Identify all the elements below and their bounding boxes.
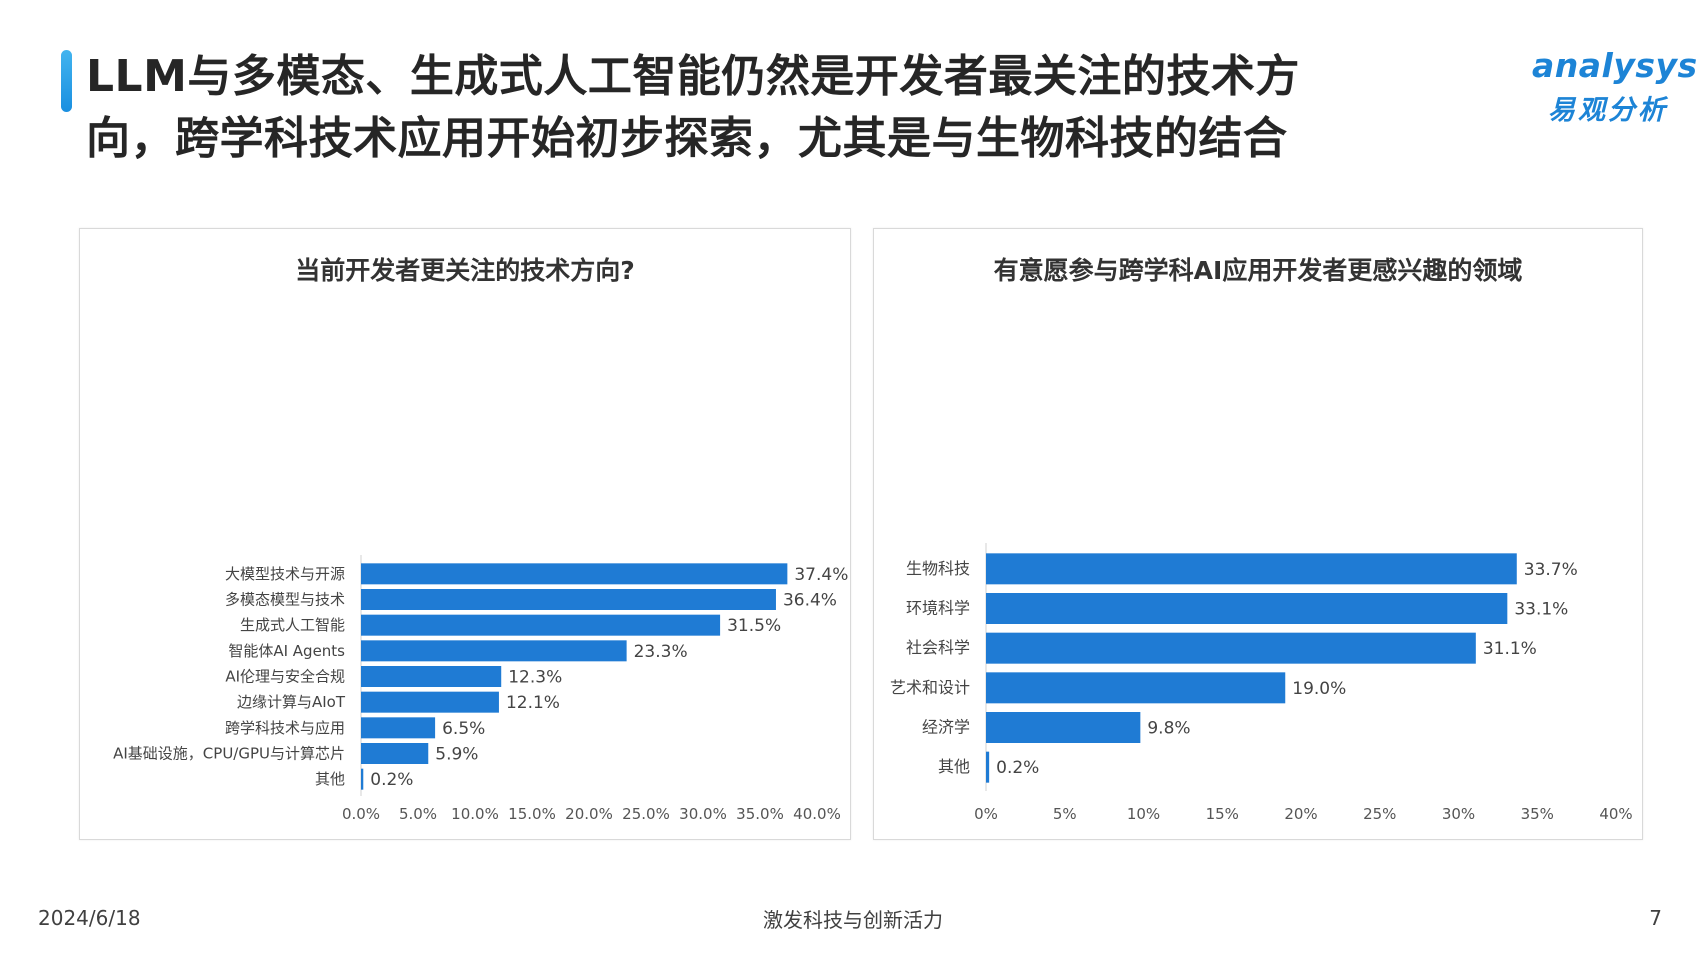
x-tick-label: 30% xyxy=(1442,805,1475,823)
data-label: 0.2% xyxy=(996,758,1039,778)
category-label: AI基础设施，CPU/GPU与计算芯片 xyxy=(113,745,345,763)
bar xyxy=(986,751,990,783)
category-label: 生成式人工智能 xyxy=(240,616,345,634)
page-title: LLM与多模态、生成式人工智能仍然是开发者最关注的技术方 向，跨学科技术应用开始… xyxy=(86,46,1466,170)
data-label: 36.4% xyxy=(783,591,837,611)
category-label: 多模态模型与技术 xyxy=(225,591,345,609)
data-label: 23.3% xyxy=(634,642,688,662)
bar xyxy=(986,593,1508,624)
chart-panel-tech-focus: 大模型技术与开源 37.4% 多模态模型与技术 36.4% 生成式人工智能 31.5% 智能… xyxy=(79,228,851,840)
footer-slogan: 激发科技与创新活力 xyxy=(763,908,943,932)
bar xyxy=(361,717,436,739)
data-label: 12.3% xyxy=(508,668,562,688)
chart-title-interdisciplinary: 有意愿参与跨学科AI应用开发者更感兴趣的领域 xyxy=(993,256,1523,285)
data-label: 19.0% xyxy=(1292,679,1346,699)
bar xyxy=(361,640,627,662)
x-tick-label: 10% xyxy=(1127,805,1160,823)
category-label: 其他 xyxy=(315,770,345,788)
category-label: 其他 xyxy=(938,757,970,776)
bar xyxy=(361,589,776,610)
bar xyxy=(986,672,1286,704)
bar xyxy=(986,553,1517,585)
x-tick-label: 0% xyxy=(974,805,998,823)
chart-title-tech-focus: 当前开发者更关注的技术方向? xyxy=(295,256,635,285)
x-tick-label: 10.0% xyxy=(451,805,499,823)
x-tick-label: 40% xyxy=(1599,805,1632,823)
category-label: 环境科学 xyxy=(906,599,970,618)
title-accent-bar xyxy=(61,50,72,112)
chart-interdisciplinary-fields: 生物科技 33.7% 环境科学 33.1% 社会科学 31.1% 艺术和设计 19.0% 经济学… xyxy=(890,543,1633,823)
category-label: 边缘计算与AIoT xyxy=(237,693,346,711)
data-label: 33.1% xyxy=(1514,600,1568,620)
category-label: 大模型技术与开源 xyxy=(225,565,345,583)
data-label: 33.7% xyxy=(1524,560,1578,580)
logo-chinese-name: 易观分析 xyxy=(1548,95,1668,126)
chart-tech-focus: 大模型技术与开源 37.4% 多模态模型与技术 36.4% 生成式人工智能 31.5% 智能… xyxy=(113,555,848,823)
x-tick-label: 0.0% xyxy=(342,805,380,823)
x-tick-label: 35.0% xyxy=(736,805,784,823)
x-tick-label: 20.0% xyxy=(565,805,613,823)
data-label: 12.1% xyxy=(506,693,560,713)
data-label: 6.5% xyxy=(442,719,485,739)
x-tick-label: 15.0% xyxy=(508,805,556,823)
x-tick-label: 20% xyxy=(1284,805,1317,823)
chart-panel-interdisciplinary: 生物科技 33.7% 环境科学 33.1% 社会科学 31.1% 艺术和设计 19.0% 经济学… xyxy=(873,228,1643,840)
x-tick-label: 5.0% xyxy=(399,805,437,823)
page-title-line-1: LLM与多模态、生成式人工智能仍然是开发者最关注的技术方 xyxy=(86,51,1300,102)
x-tick-label: 5% xyxy=(1053,805,1077,823)
bar xyxy=(986,632,1476,664)
data-label: 9.8% xyxy=(1147,719,1190,739)
x-tick-label: 35% xyxy=(1521,805,1554,823)
x-tick-label: 30.0% xyxy=(679,805,727,823)
x-tick-label: 25.0% xyxy=(622,805,670,823)
x-tick-label: 25% xyxy=(1363,805,1396,823)
footer-date: 2024/6/18 xyxy=(38,906,141,930)
category-label: 跨学科技术与应用 xyxy=(225,719,345,737)
logo-wordmark: analysys xyxy=(1532,46,1698,85)
category-label: AI伦理与安全合规 xyxy=(225,668,345,686)
category-label: 经济学 xyxy=(922,718,970,737)
category-label: 社会科学 xyxy=(906,638,970,657)
data-label: 31.5% xyxy=(727,616,781,636)
data-label: 37.4% xyxy=(794,565,848,585)
data-label: 5.9% xyxy=(435,745,478,765)
bar xyxy=(986,712,1141,743)
analysys-logo: analysys 易观分析 xyxy=(1510,38,1697,128)
data-label: 31.1% xyxy=(1483,639,1537,659)
bar xyxy=(361,691,499,713)
category-label: 艺术和设计 xyxy=(890,678,970,697)
x-tick-label: 15% xyxy=(1206,805,1239,823)
bar xyxy=(361,743,429,764)
x-tick-label: 40.0% xyxy=(793,805,841,823)
page-title-line-2: 向，跨学科技术应用开始初步探索，尤其是与生物科技的结合 xyxy=(86,113,1288,164)
bar xyxy=(361,666,502,687)
data-label: 0.2% xyxy=(370,770,413,790)
page-number: 7 xyxy=(1649,906,1662,930)
category-label: 生物科技 xyxy=(906,559,970,578)
bar xyxy=(361,768,364,790)
category-label: 智能体AI Agents xyxy=(228,642,345,660)
bar xyxy=(361,614,721,636)
bar xyxy=(361,563,788,585)
